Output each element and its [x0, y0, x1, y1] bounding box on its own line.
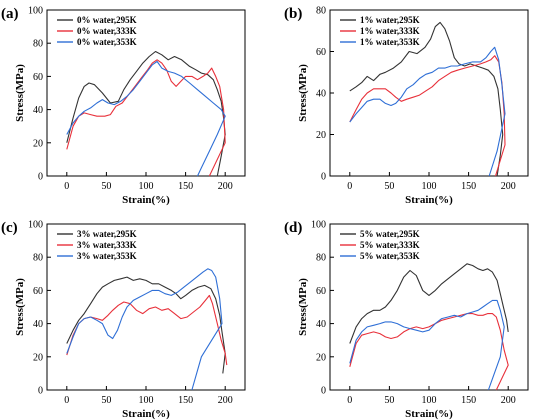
y-tick-label: 80 [316, 6, 326, 17]
x-tick-label: 0 [347, 395, 352, 406]
legend-label: 5% water,295K [360, 229, 420, 239]
y-tick-label: 40 [33, 319, 43, 330]
y-tick-label: 80 [33, 253, 43, 264]
y-tick-label: 80 [316, 253, 326, 264]
x-tick-label: 0 [347, 181, 352, 192]
y-tick-label: 40 [33, 105, 43, 116]
series-line [66, 294, 228, 366]
legend-label: 1% water,333K [360, 26, 420, 36]
series-line [349, 55, 506, 177]
y-tick-label: 100 [311, 220, 326, 231]
x-tick-label: 150 [461, 395, 476, 406]
chart-panel-3: (c) 0 50 100 150 200 0 20 40 60 80 100 Strain(%) Stre… [1, 220, 246, 420]
y-tick-label: 100 [28, 220, 43, 231]
x-tick-label: 200 [218, 395, 233, 406]
x-tick-label: 150 [178, 395, 193, 406]
series-line [66, 276, 226, 374]
y-tick-label: 40 [316, 319, 326, 330]
y-tick-label: 60 [316, 47, 326, 58]
legend-label: 1% water,353K [360, 37, 420, 47]
panel-label: (d) [284, 220, 302, 236]
series-line [349, 313, 509, 391]
chart-panel-1: (a) 0 50 100 150 200 0 20 40 60 80 100 Strain(%) Stre… [1, 6, 246, 206]
x-tick-label: 0 [64, 395, 69, 406]
y-axis-title: Stress(MPa) [14, 64, 26, 122]
x-tick-label: 50 [384, 181, 394, 192]
x-tick-label: 100 [422, 395, 437, 406]
series-line [349, 263, 509, 344]
chart-panel-4: (d) 0 50 100 150 200 0 20 40 60 80 100 Strain(%) Stre… [284, 220, 529, 420]
series-line [66, 60, 226, 177]
y-tick-label: 0 [38, 386, 43, 397]
y-axis-title: Stress(MPa) [297, 64, 309, 122]
series-line [66, 50, 226, 177]
panel-label: (c) [1, 220, 18, 236]
y-tick-label: 80 [33, 39, 43, 50]
series-line [349, 21, 504, 177]
y-tick-label: 0 [321, 386, 326, 397]
series-line [349, 46, 506, 177]
x-axis-title: Strain(%) [122, 408, 170, 420]
y-tick-label: 60 [316, 286, 326, 297]
y-axis-title: Stress(MPa) [14, 278, 26, 336]
y-tick-label: 100 [28, 6, 43, 17]
x-tick-label: 0 [64, 181, 69, 192]
legend-label: 0% water,295K [77, 15, 137, 25]
x-axis-title: Strain(%) [122, 194, 170, 206]
series-line [66, 268, 223, 391]
x-tick-label: 150 [178, 181, 193, 192]
x-tick-label: 50 [384, 395, 394, 406]
y-tick-label: 20 [316, 352, 326, 363]
x-axis-title: Strain(%) [405, 408, 453, 420]
x-tick-label: 150 [461, 181, 476, 192]
y-axis-title: Stress(MPa) [297, 278, 309, 336]
legend-label: 5% water,333K [360, 240, 420, 250]
legend-label: 3% water,295K [77, 229, 137, 239]
y-tick-label: 40 [316, 89, 326, 100]
x-tick-label: 200 [501, 181, 516, 192]
panel-label: (a) [1, 6, 19, 22]
x-tick-label: 100 [139, 395, 154, 406]
x-tick-label: 100 [139, 181, 154, 192]
y-tick-label: 0 [38, 172, 43, 183]
x-tick-label: 200 [218, 181, 233, 192]
y-tick-label: 0 [321, 172, 326, 183]
y-tick-label: 20 [33, 352, 43, 363]
series-line [66, 59, 226, 177]
legend-label: 1% water,295K [360, 15, 420, 25]
y-tick-label: 60 [33, 72, 43, 83]
y-tick-label: 60 [33, 286, 43, 297]
y-tick-label: 20 [33, 138, 43, 149]
legend-label: 5% water,353K [360, 251, 420, 261]
x-tick-label: 100 [422, 181, 437, 192]
y-tick-label: 20 [316, 130, 326, 141]
chart-panel-2: (b) 0 50 100 150 200 0 20 40 60 80 Strain(%) Stress(… [284, 6, 529, 206]
x-tick-label: 50 [101, 395, 111, 406]
legend-label: 3% water,333K [77, 240, 137, 250]
x-tick-label: 50 [101, 181, 111, 192]
legend-label: 3% water,353K [77, 251, 137, 261]
legend-label: 0% water,353K [77, 37, 137, 47]
x-axis-title: Strain(%) [405, 194, 453, 206]
legend-label: 0% water,333K [77, 26, 137, 36]
x-tick-label: 200 [501, 395, 516, 406]
panel-label: (b) [284, 6, 302, 22]
series-line [349, 299, 505, 391]
